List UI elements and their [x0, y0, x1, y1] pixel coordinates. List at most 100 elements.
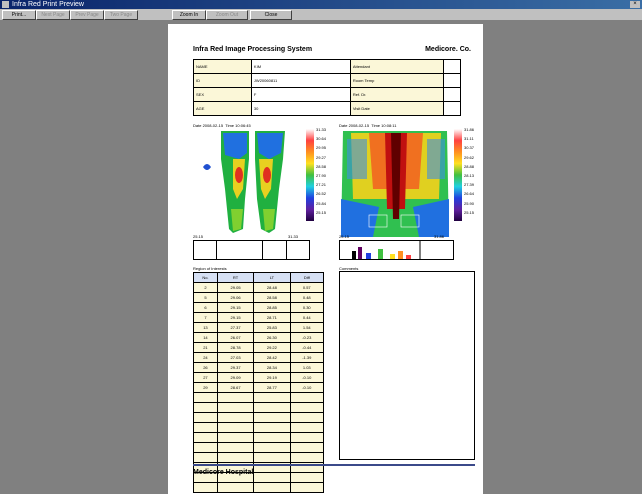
table-cell: 29.19: [253, 372, 291, 383]
info-key: Ref. Dr.: [349, 87, 444, 102]
table-cell: [253, 452, 291, 463]
table-cell: [193, 452, 218, 463]
table-cell: 28.85: [253, 302, 291, 313]
table-cell: 29.05: [216, 282, 255, 293]
table-cell: [289, 422, 325, 433]
next-page-button[interactable]: Next Page: [36, 10, 70, 20]
table-cell: [289, 432, 325, 443]
color-scale-bar-2: [454, 129, 462, 221]
table-cell: 0.44: [289, 312, 325, 323]
table-cell: 28.34: [253, 362, 291, 373]
scale-tick: 28.13: [464, 172, 475, 178]
time-label: Time: [371, 123, 381, 128]
two-page-button[interactable]: Two Page: [104, 10, 138, 20]
thermogram-back: [339, 129, 454, 237]
table-cell: 29.37: [216, 362, 255, 373]
range-high-1: 31.33: [288, 234, 299, 239]
scale-tick: 27.39: [464, 182, 475, 188]
table-cell: [253, 472, 291, 483]
scale-tick: 25.15: [316, 209, 327, 215]
close-button[interactable]: Close: [250, 10, 292, 20]
print-button[interactable]: Print...: [2, 10, 36, 20]
table-cell: [193, 412, 218, 423]
report-page: Infra Red Image Processing System Medico…: [168, 24, 483, 494]
table-cell: [216, 422, 255, 433]
table-cell: 29.22: [253, 342, 291, 353]
hospital-name: Medicore Hospital: [193, 469, 254, 476]
table-cell: 27.37: [216, 322, 255, 333]
table-cell: 26: [193, 362, 218, 373]
zoom-out-button[interactable]: Zoom Out: [206, 10, 248, 20]
table-cell: 28.78: [216, 342, 255, 353]
prev-page-button[interactable]: Prev Page: [70, 10, 104, 20]
info-key: SEX: [193, 87, 252, 102]
toolbar: Print... Next Page Prev Page Two Page Zo…: [0, 9, 642, 21]
scale-tick: 27.21: [316, 182, 327, 188]
scale-tick: 29.62: [464, 154, 475, 160]
scale-tick: 25.84: [316, 200, 327, 206]
table-cell: [253, 392, 291, 403]
col-header-lt: LT: [253, 272, 291, 283]
close-icon[interactable]: ×: [630, 1, 640, 8]
time-value: 10:06:45: [235, 123, 251, 128]
table-cell: [289, 412, 325, 423]
table-cell: [216, 482, 255, 493]
scale-tick: 26.52: [316, 191, 327, 197]
date-label: Date: [339, 123, 348, 128]
table-cell: 26.07: [216, 332, 255, 343]
roi-table: No. RT LT Diff 2 29.05 28.48 0.57 5 29.06 28.5…: [193, 272, 325, 493]
scale-tick: 27.90: [316, 172, 327, 178]
table-cell: [216, 392, 255, 403]
scale-tick: 31.86: [464, 127, 475, 132]
table-cell: [193, 482, 218, 493]
table-cell: 7: [193, 312, 218, 323]
table-cell: 29.15: [216, 302, 255, 313]
info-value: JW20060811: [250, 73, 351, 88]
comments-box: [339, 271, 475, 460]
table-cell: [216, 402, 255, 413]
table-cell: 28.77: [253, 382, 291, 393]
scale-tick: 31.11: [464, 136, 474, 142]
date-label: Date: [193, 123, 202, 128]
info-key: AGE: [193, 101, 252, 116]
window-title: Infra Red Print Preview: [12, 1, 84, 8]
roi-table-body: 2 29.05 28.48 0.57 5 29.06 28.58 0.48 6 29.15 28.8…: [193, 282, 325, 493]
table-row: 5 29.06 28.58 0.48: [193, 292, 325, 303]
col-header-diff: Diff: [289, 272, 325, 283]
image1-datetime: Date 2008-02-15 Time 10:06:45: [193, 123, 251, 128]
info-key: Room Temp: [349, 73, 444, 88]
table-cell: 28.58: [253, 292, 291, 303]
table-cell: -0.23: [289, 332, 325, 343]
window-titlebar: Infra Red Print Preview ×: [0, 0, 642, 9]
scale-tick: 28.88: [464, 163, 475, 169]
image2-datetime: Date 2008-02-15 Time 10:08:11: [339, 123, 396, 128]
table-row: 27 29.09 29.19 -0.10: [193, 372, 325, 383]
scale-tick: 31.33: [316, 127, 327, 132]
zoom-in-button[interactable]: Zoom In: [172, 10, 206, 20]
table-cell: [216, 442, 255, 453]
table-cell: [289, 472, 325, 483]
table-cell: 2: [193, 282, 218, 293]
table-cell: 5: [193, 292, 218, 303]
table-row-empty: [193, 482, 325, 493]
table-cell: 28.48: [253, 282, 291, 293]
info-value: 30: [250, 101, 351, 116]
table-row-empty: [193, 432, 325, 443]
table-cell: [193, 402, 218, 413]
table-row-empty: [193, 462, 325, 473]
table-cell: [253, 412, 291, 423]
table-cell: [253, 402, 291, 413]
thermogram-legs-back: [193, 129, 308, 237]
table-row-empty: [193, 402, 325, 413]
table-row: 6 29.15 28.85 0.30: [193, 302, 325, 313]
table-row: 14 26.07 26.30 -0.23: [193, 332, 325, 343]
info-key: Visit Date: [349, 101, 444, 116]
scale-tick: 25.15: [464, 209, 475, 215]
table-cell: 29: [193, 382, 218, 393]
table-cell: [289, 482, 325, 493]
table-cell: [193, 432, 218, 443]
info-value: F: [250, 87, 351, 102]
table-cell: [216, 412, 255, 423]
table-cell: 27.03: [216, 352, 255, 363]
info-value: KIM: [250, 59, 351, 74]
